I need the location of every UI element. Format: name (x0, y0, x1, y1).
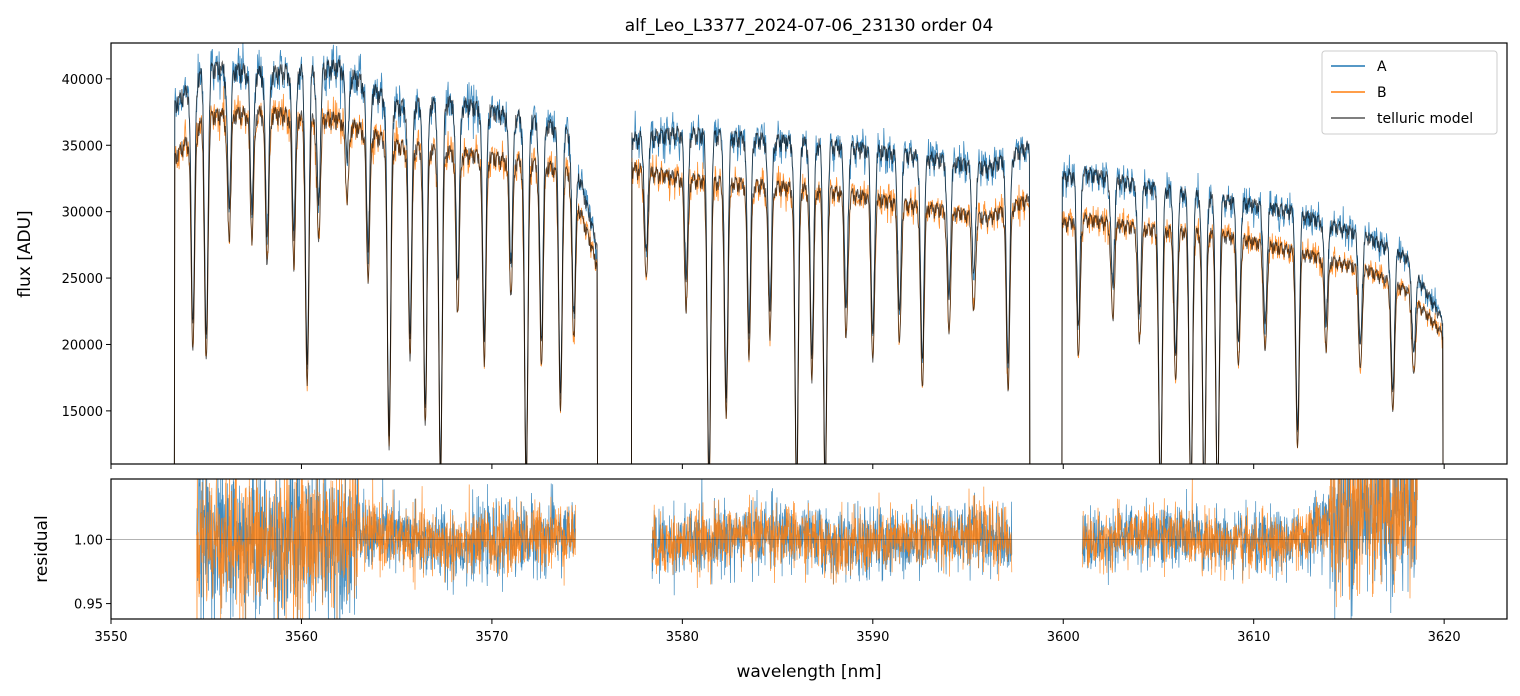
legend-label-b: B (1377, 85, 1387, 101)
top-y-tick-label: 40000 (62, 73, 103, 88)
top-x-axis (110, 464, 1445, 469)
chart-title: alf_Leo_L3377_2024-07-06_23130 order 04 (625, 16, 994, 36)
top-y-tick-label: 20000 (62, 338, 103, 353)
bottom-y-axis-label: residual (32, 515, 52, 582)
bottom-x-tick-label: 3610 (1237, 630, 1270, 645)
bottom-x-tick-label: 3620 (1428, 630, 1461, 645)
telluric-model-b-line (173, 105, 1444, 464)
series-a-line (173, 43, 1444, 464)
bottom-axes-frame (110, 478, 1508, 620)
bottom-x-tick-label: 3570 (475, 630, 508, 645)
bottom-plot-area (111, 479, 1507, 619)
top-axes-frame (110, 42, 1508, 465)
bottom-x-tick-label: 3560 (285, 630, 318, 645)
top-y-tick-label: 15000 (62, 405, 103, 420)
top-panel: 15000 20000 25000 30000 35000 40000 flux [ADU… (15, 42, 1508, 469)
legend: A B telluric model (1321, 50, 1498, 135)
bottom-y-tick-label: 1.00 (74, 533, 103, 548)
top-plot-area (173, 43, 1444, 464)
bottom-x-tick-label: 3580 (666, 630, 699, 645)
bottom-panel: 0.95 1.00 3550 3560 3570 3580 3590 3600 3610 362… (32, 478, 1508, 682)
legend-box (1321, 50, 1498, 135)
bottom-x-tick-label: 3600 (1047, 630, 1080, 645)
bottom-y-tick-label: 0.95 (74, 598, 103, 613)
bottom-x-axis: 3550 3560 3570 3580 3590 3600 3610 3620 (94, 619, 1461, 645)
bottom-x-tick-label: 3590 (856, 630, 889, 645)
bottom-y-axis: 0.95 1.00 (74, 533, 111, 613)
top-y-tick-label: 25000 (62, 272, 103, 287)
residual-b-line (196, 479, 1418, 619)
series-b-line (173, 86, 1444, 464)
legend-label-a: A (1377, 59, 1387, 75)
bottom-x-tick-label: 3550 (94, 630, 127, 645)
top-y-axis: 15000 20000 25000 30000 35000 40000 (62, 73, 111, 420)
top-y-tick-label: 35000 (62, 139, 103, 154)
top-y-axis-label: flux [ADU] (15, 210, 35, 297)
top-y-tick-label: 30000 (62, 206, 103, 221)
x-axis-label: wavelength [nm] (736, 662, 881, 682)
legend-label-telluric: telluric model (1377, 111, 1473, 127)
